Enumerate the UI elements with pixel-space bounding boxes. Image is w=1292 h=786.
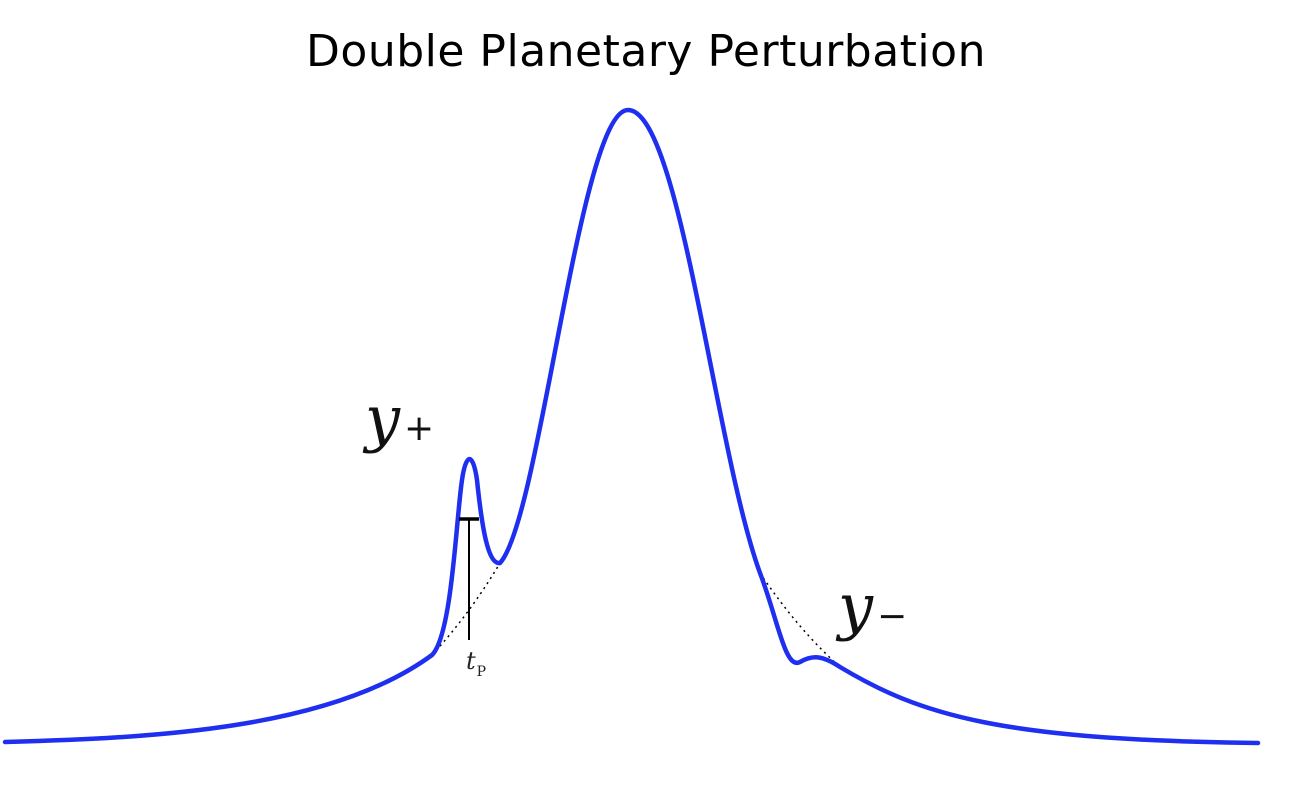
light-curve (2, 107, 1261, 746)
unperturbed-baseline-right (759, 572, 841, 668)
unperturbed-baseline-left (431, 562, 501, 656)
tp-label: tP (466, 647, 486, 680)
diagram-title: Double Planetary Perturbation (306, 26, 986, 77)
y-minus-label: y − (835, 570, 907, 643)
y-plus-label: y + (362, 382, 434, 455)
